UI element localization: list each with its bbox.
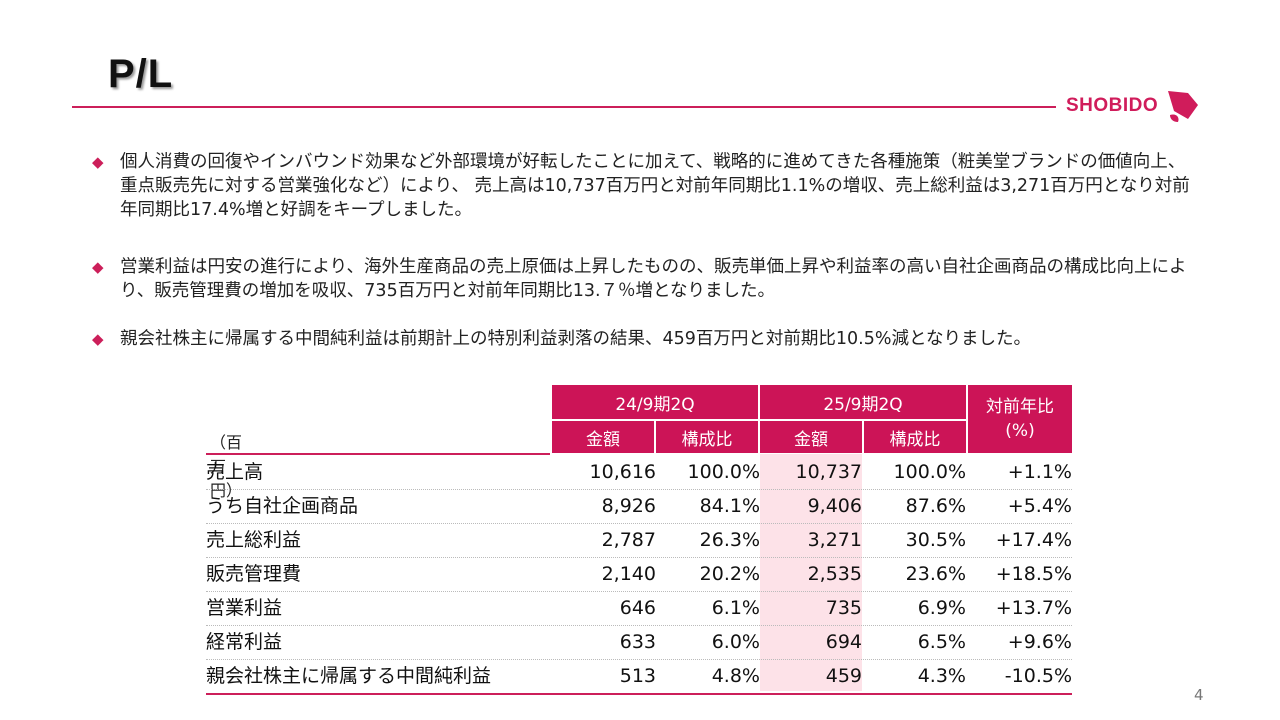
bullet-text: 個人消費の回復やインバウンド効果など外部環境が好転したことに加えて、戦略的に進め… (120, 152, 1190, 220)
title-divider (72, 106, 1056, 108)
yoy-change: +5.4% (1007, 495, 1072, 517)
header-period-2: 25/9期2Q (760, 385, 966, 419)
amount-prev: 2,140 (601, 563, 656, 585)
ratio-prev: 26.3% (699, 529, 760, 551)
yoy-change: +17.4% (995, 529, 1072, 551)
amount-curr: 10,737 (795, 461, 862, 483)
unit-divider (206, 453, 550, 455)
yoy-change: +18.5% (995, 563, 1072, 585)
amount-curr: 694 (825, 631, 862, 653)
row-label: 売上総利益 (206, 529, 302, 551)
ratio-curr: 23.6% (905, 563, 966, 585)
amount-curr: 2,535 (807, 563, 862, 585)
amount-curr: 3,271 (807, 529, 862, 551)
page-title: P/L (108, 52, 174, 96)
row-label: 経常利益 (206, 631, 283, 653)
diamond-bullet-icon: ◆ (92, 330, 104, 348)
yoy-change: -10.5% (1004, 665, 1072, 687)
ratio-curr: 4.3% (917, 665, 966, 687)
table-row: うち自社企画商品 8,926 84.1% 9,406 87.6% +5.4% (206, 489, 1072, 524)
table-row: 経常利益 633 6.0% 694 6.5% +9.6% (206, 625, 1072, 660)
header-ratio-2: 構成比 (864, 421, 966, 453)
current-amount-highlight (760, 454, 862, 691)
company-logo: SHOBIDO (1066, 90, 1202, 122)
header-amount-2: 金額 (760, 421, 862, 453)
header-period-1: 24/9期2Q (552, 385, 758, 419)
ratio-prev: 6.1% (711, 597, 760, 619)
bullet-item: ◆ 親会社株主に帰属する中間純利益は前期計上の特別利益剥落の結果、459百万円と… (92, 327, 1202, 351)
diamond-bullet-icon: ◆ (92, 153, 104, 171)
bullet-text: 営業利益は円安の進行により、海外生産商品の売上原価は上昇したものの、販売単価上昇… (120, 257, 1187, 301)
ratio-prev: 4.8% (711, 665, 760, 687)
row-label: うち自社企画商品 (206, 495, 359, 517)
table-row: 売上総利益 2,787 26.3% 3,271 30.5% +17.4% (206, 523, 1072, 558)
amount-prev: 646 (619, 597, 656, 619)
table-row: 親会社株主に帰属する中間純利益 513 4.8% 459 4.3% -10.5% (206, 659, 1072, 695)
bullet-item: ◆ 個人消費の回復やインバウンド効果など外部環境が好転したことに加えて、戦略的に… (92, 150, 1202, 222)
header-yoy: 対前年比 (%) (968, 385, 1072, 453)
amount-prev: 513 (619, 665, 656, 687)
amount-curr: 735 (825, 597, 862, 619)
amount-prev: 633 (619, 631, 656, 653)
table-row: 営業利益 646 6.1% 735 6.9% +13.7% (206, 591, 1072, 626)
ratio-curr: 6.5% (917, 631, 966, 653)
row-label: 親会社株主に帰属する中間純利益 (206, 665, 492, 687)
yoy-change: +13.7% (995, 597, 1072, 619)
ratio-prev: 20.2% (699, 563, 760, 585)
ratio-curr: 30.5% (905, 529, 966, 551)
page-number: 4 (1194, 686, 1204, 704)
bullet-item: ◆ 営業利益は円安の進行により、海外生産商品の売上原価は上昇したものの、販売単価… (92, 255, 1202, 303)
ratio-curr: 6.9% (917, 597, 966, 619)
logo-petal-icon (1168, 91, 1199, 122)
table-row: 売上高 10,616 100.0% 10,737 100.0% +1.1% (206, 455, 1072, 490)
amount-prev: 2,787 (601, 529, 656, 551)
logo-text: SHOBIDO (1066, 95, 1159, 116)
table-row: 販売管理費 2,140 20.2% 2,535 23.6% +18.5% (206, 557, 1072, 592)
header-ratio-1: 構成比 (656, 421, 758, 453)
amount-prev: 8,926 (601, 495, 656, 517)
bullet-text: 親会社株主に帰属する中間純利益は前期計上の特別利益剥落の結果、459百万円と対前… (120, 329, 1031, 349)
diamond-bullet-icon: ◆ (92, 258, 104, 276)
header-amount-1: 金額 (552, 421, 654, 453)
amount-prev: 10,616 (589, 461, 656, 483)
yoy-change: +9.6% (1007, 631, 1072, 653)
ratio-curr: 100.0% (893, 461, 966, 483)
yoy-change: +1.1% (1007, 461, 1072, 483)
amount-curr: 459 (825, 665, 862, 687)
ratio-prev: 6.0% (711, 631, 760, 653)
row-label: 販売管理費 (206, 563, 302, 585)
unit-label: （百万円） (210, 433, 243, 500)
amount-curr: 9,406 (807, 495, 862, 517)
row-label: 営業利益 (206, 597, 283, 619)
ratio-prev: 100.0% (687, 461, 760, 483)
row-label: 売上高 (206, 461, 264, 483)
ratio-prev: 84.1% (699, 495, 760, 517)
ratio-curr: 87.6% (905, 495, 966, 517)
